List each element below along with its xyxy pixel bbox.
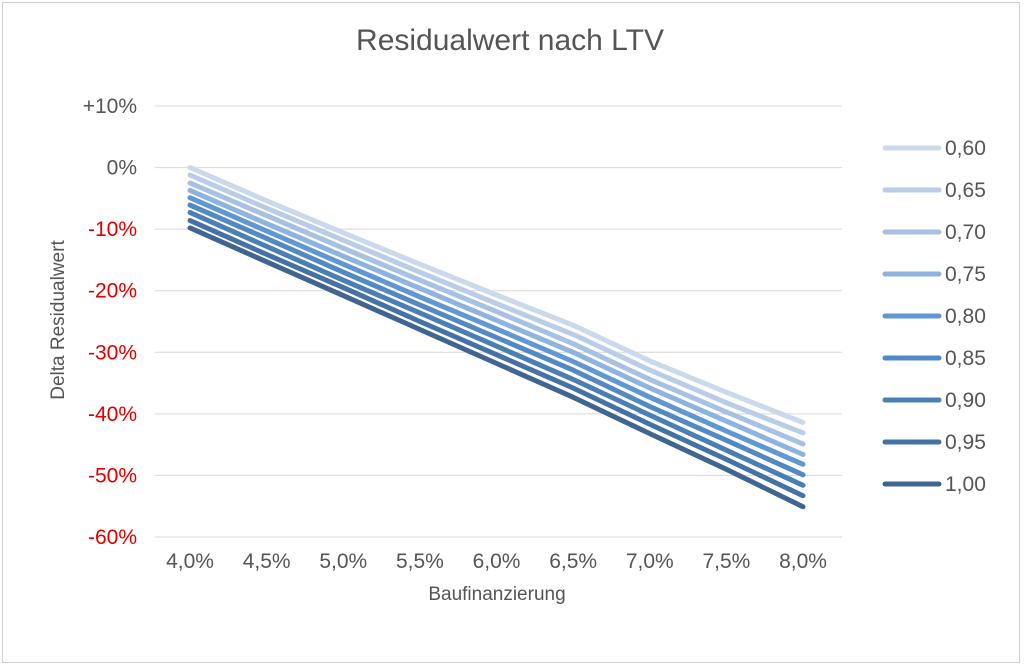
series-line-0-90 — [187, 210, 806, 488]
series-line-0-60 — [187, 165, 806, 425]
legend-item: 0,65 — [882, 179, 986, 202]
legend-label: 0,65 — [945, 179, 986, 202]
series-line-0-95 — [187, 218, 806, 499]
legend-label: 0,85 — [945, 347, 986, 370]
x-tick-label: 5,5% — [396, 550, 444, 573]
legend-label: 0,75 — [945, 263, 986, 286]
legend-item: 0,75 — [882, 263, 986, 286]
legend: 0,60 0,65 0,70 0,75 0,80 0,85 0,90 0,95 1,00 — [882, 137, 986, 496]
y-tick-label: -20% — [88, 280, 137, 303]
legend-item: 0,95 — [882, 431, 986, 454]
legend-label: 0,90 — [945, 389, 986, 412]
series-line-0-65 — [187, 172, 806, 436]
series-line-0-80 — [187, 195, 806, 467]
x-tick-label: 7,0% — [626, 550, 674, 573]
x-axis-ticks: 4,0% 4,5% 5,0% 5,5% 6,0% 6,5% 7,0% 7,5% 8,0% — [166, 550, 827, 573]
legend-label: 0,80 — [945, 305, 986, 328]
y-tick-label: -60% — [88, 526, 137, 549]
x-tick-label: 6,0% — [473, 550, 521, 573]
series-lines — [187, 165, 806, 510]
legend-label: 0,95 — [945, 431, 986, 454]
legend-label: 0,60 — [945, 137, 986, 160]
chart-title: Residualwert nach LTV — [356, 24, 664, 57]
legend-item: 0,90 — [882, 389, 986, 412]
legend-item: 0,60 — [882, 137, 986, 160]
legend-label: 0,70 — [945, 221, 986, 244]
x-tick-label: 4,0% — [166, 550, 214, 573]
legend-item: 0,80 — [882, 305, 986, 328]
y-tick-label: -50% — [88, 464, 137, 487]
legend-item: 1,00 — [882, 473, 986, 496]
x-tick-label: 6,5% — [549, 550, 597, 573]
legend-item: 0,85 — [882, 347, 986, 370]
y-tick-label: -40% — [88, 403, 137, 426]
y-axis-label: Delta Residualwert — [48, 240, 69, 400]
series-line-0-75 — [187, 187, 806, 457]
y-tick-label: -30% — [88, 341, 137, 364]
legend-item: 0,70 — [882, 221, 986, 244]
x-tick-label: 8,0% — [779, 550, 827, 573]
x-tick-label: 7,5% — [702, 550, 750, 573]
y-tick-label: 0% — [107, 157, 137, 180]
x-tick-label: 5,0% — [319, 550, 367, 573]
y-axis-ticks: +10% 0% -10% -20% -30% -40% -50% -60% — [83, 95, 137, 549]
series-line-0-85 — [187, 202, 806, 478]
y-tick-label: +10% — [83, 95, 137, 118]
x-tick-label: 4,5% — [243, 550, 291, 573]
series-line-0-70 — [187, 180, 806, 447]
series-line-1-00 — [187, 225, 806, 510]
x-axis-label: Baufinanzierung — [428, 584, 565, 605]
legend-label: 1,00 — [945, 473, 986, 496]
y-tick-label: -10% — [88, 218, 137, 241]
